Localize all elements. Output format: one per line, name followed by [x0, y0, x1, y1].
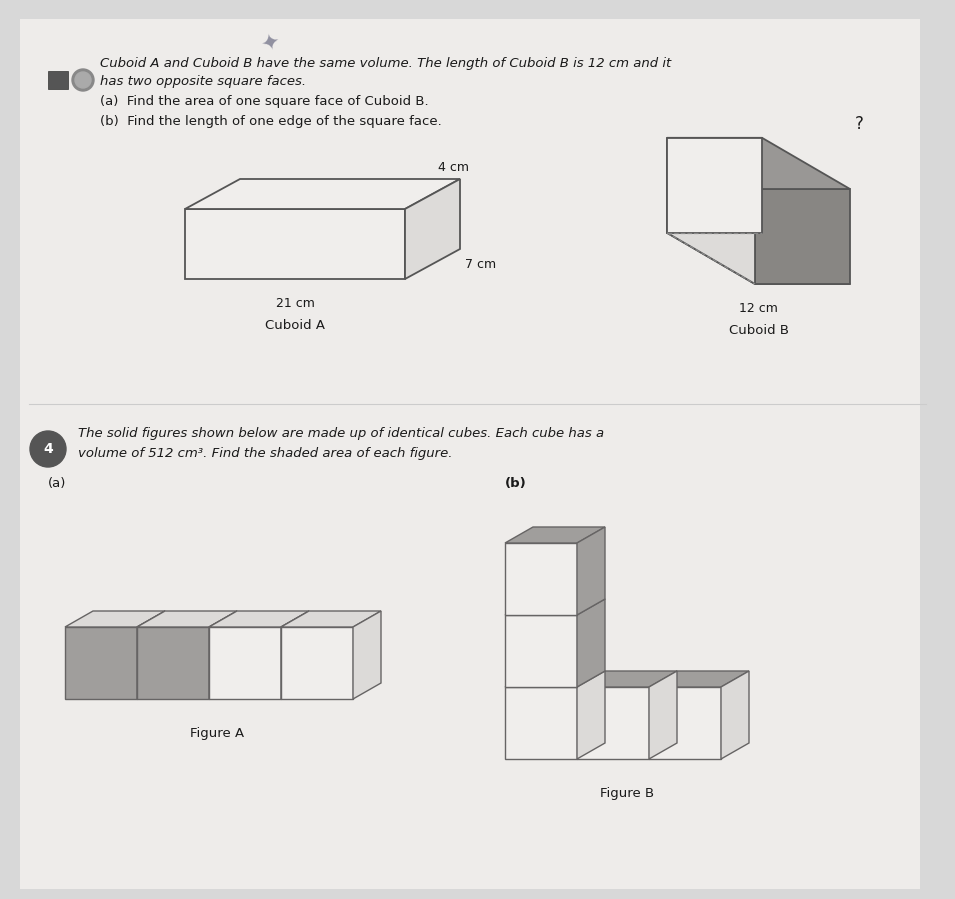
Polygon shape: [577, 671, 605, 759]
Polygon shape: [281, 611, 381, 627]
Circle shape: [30, 431, 66, 467]
Polygon shape: [137, 611, 237, 627]
Polygon shape: [209, 627, 281, 699]
Polygon shape: [505, 543, 577, 615]
Polygon shape: [281, 627, 353, 699]
FancyBboxPatch shape: [20, 19, 920, 889]
Polygon shape: [667, 138, 850, 189]
Polygon shape: [209, 611, 309, 627]
Polygon shape: [209, 611, 237, 699]
Polygon shape: [137, 627, 209, 699]
Polygon shape: [577, 599, 605, 687]
Text: 21 cm: 21 cm: [276, 297, 314, 310]
Polygon shape: [137, 611, 165, 699]
Polygon shape: [405, 179, 460, 279]
Text: Cuboid A: Cuboid A: [265, 319, 325, 332]
Polygon shape: [185, 179, 460, 209]
Text: (a): (a): [48, 477, 67, 491]
Text: Figure A: Figure A: [190, 727, 244, 740]
Polygon shape: [353, 611, 381, 699]
Polygon shape: [65, 611, 165, 627]
Text: (a)  Find the area of one square face of Cuboid B.: (a) Find the area of one square face of …: [100, 94, 429, 108]
Polygon shape: [667, 138, 762, 233]
Polygon shape: [667, 138, 755, 284]
Text: ✦: ✦: [259, 32, 282, 56]
Polygon shape: [577, 527, 605, 615]
Text: ?: ?: [855, 115, 864, 133]
Polygon shape: [505, 687, 577, 759]
Polygon shape: [65, 627, 137, 699]
Text: Cuboid A and Cuboid B have the same volume. The length of Cuboid B is 12 cm and : Cuboid A and Cuboid B have the same volu…: [100, 57, 671, 69]
Text: 4 cm: 4 cm: [438, 161, 469, 174]
Polygon shape: [505, 615, 577, 687]
Text: has two opposite square faces.: has two opposite square faces.: [100, 75, 307, 87]
Text: Cuboid B: Cuboid B: [729, 324, 789, 337]
Text: volume of 512 cm³. Find the shaded area of each figure.: volume of 512 cm³. Find the shaded area …: [78, 447, 453, 459]
Text: 12 cm: 12 cm: [739, 302, 778, 315]
Polygon shape: [667, 233, 850, 284]
Polygon shape: [281, 611, 309, 699]
Polygon shape: [185, 209, 405, 279]
Polygon shape: [649, 671, 677, 759]
Polygon shape: [577, 671, 677, 687]
Text: Figure B: Figure B: [600, 787, 654, 800]
Text: The solid figures shown below are made up of identical cubes. Each cube has a: The solid figures shown below are made u…: [78, 426, 605, 440]
Text: 7 cm: 7 cm: [465, 257, 497, 271]
Polygon shape: [505, 671, 605, 687]
Text: (b)  Find the length of one edge of the square face.: (b) Find the length of one edge of the s…: [100, 114, 442, 128]
Text: (b): (b): [505, 477, 527, 491]
Polygon shape: [721, 671, 749, 759]
Polygon shape: [505, 599, 605, 615]
Circle shape: [72, 69, 94, 91]
Polygon shape: [505, 527, 605, 543]
Polygon shape: [649, 687, 721, 759]
Polygon shape: [755, 189, 850, 284]
Polygon shape: [577, 687, 649, 759]
Text: 4: 4: [43, 442, 53, 456]
Circle shape: [75, 72, 91, 88]
FancyBboxPatch shape: [48, 71, 68, 89]
Polygon shape: [649, 671, 749, 687]
